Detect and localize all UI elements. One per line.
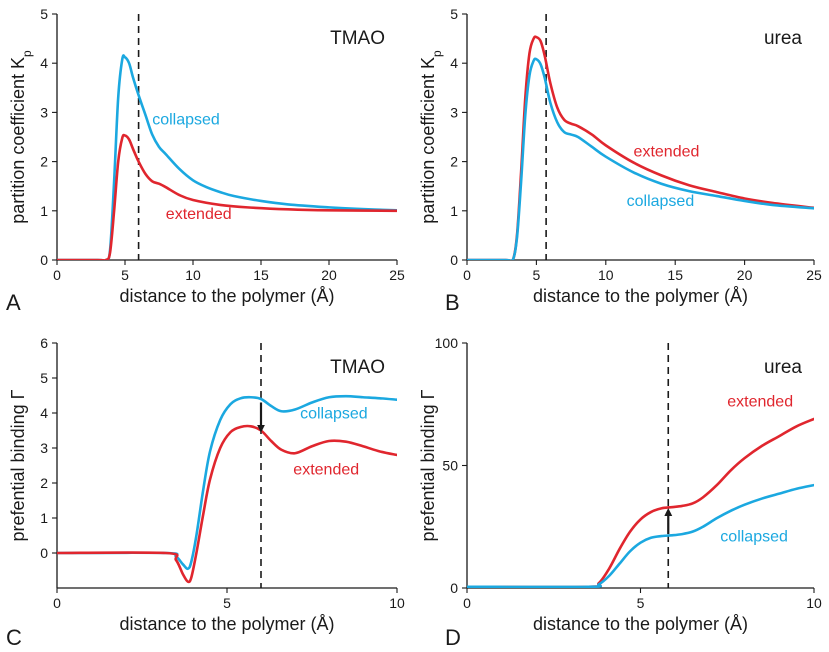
y-axis-title-main: partition coefficient K <box>8 57 28 224</box>
y-axis-title-main: partition coefficient K <box>418 57 438 224</box>
panel-letter: C <box>6 625 22 650</box>
y-tick-label: 0 <box>40 252 48 268</box>
x-tick-label: 5 <box>121 267 129 283</box>
y-tick-label: 1 <box>40 510 48 526</box>
x-tick-label: 5 <box>533 267 541 283</box>
y-tick-label: 0 <box>450 580 458 596</box>
x-tick-label: 10 <box>185 267 201 283</box>
panel-letter: B <box>445 290 460 315</box>
y-tick-label: 1 <box>450 203 458 219</box>
x-axis-title: distance to the polymer (Å) <box>533 614 748 634</box>
x-tick-label: 5 <box>223 595 231 611</box>
series-annotation-extended: extended <box>293 461 359 478</box>
y-axis-title: prefential binding Γ <box>418 389 438 541</box>
y-axis-title-subscript: p <box>20 50 34 57</box>
x-tick-label: 0 <box>53 595 61 611</box>
y-tick-label: 2 <box>40 475 48 491</box>
series-annotation-collapsed: collapsed <box>720 528 788 545</box>
panel-title: TMAO <box>330 28 385 49</box>
y-tick-label: 2 <box>40 154 48 170</box>
panel-c: 0 5 10 0 1 2 3 4 5 6 distance to the polymer (Å) pr… <box>6 335 405 650</box>
x-tick-label: 10 <box>598 267 614 283</box>
panel-letter: D <box>445 625 461 650</box>
series-line-collapsed <box>467 483 814 588</box>
x-tick-label: 25 <box>806 267 822 283</box>
x-axis-title: distance to the polymer (Å) <box>533 286 748 306</box>
series-line-collapsed <box>57 54 397 260</box>
series-annotation-extended: extended <box>166 206 232 223</box>
series-annotation-collapsed: collapsed <box>627 193 695 210</box>
y-tick-label: 100 <box>435 335 459 351</box>
x-axis-title: distance to the polymer (Å) <box>119 614 334 634</box>
x-tick-label: 5 <box>637 595 645 611</box>
x-tick-label: 15 <box>253 267 269 283</box>
x-tick-label: 15 <box>667 267 683 283</box>
x-tick-label: 0 <box>53 267 61 283</box>
x-tick-label: 10 <box>389 595 405 611</box>
y-tick-label: 50 <box>442 458 458 474</box>
y-tick-label: 5 <box>40 6 48 22</box>
series-annotation-collapsed: collapsed <box>300 405 368 422</box>
panel-letter: A <box>6 290 21 315</box>
x-tick-label: 25 <box>389 267 405 283</box>
series-line-collapsed <box>467 57 814 260</box>
y-tick-label: 3 <box>40 440 48 456</box>
y-tick-label: 0 <box>450 252 458 268</box>
y-tick-label: 4 <box>450 55 458 71</box>
y-axis-title-subscript: p <box>430 50 444 57</box>
panel-title: TMAO <box>330 357 385 378</box>
x-tick-label: 20 <box>321 267 337 283</box>
y-axis-title-main: prefential binding Γ <box>418 389 438 541</box>
y-axis-title: partition coefficient Kp <box>418 50 444 224</box>
series-line-extended <box>57 424 397 584</box>
y-tick-label: 3 <box>450 104 458 120</box>
y-tick-label: 4 <box>40 55 48 71</box>
series-line-extended <box>57 133 397 260</box>
series-line-extended <box>467 417 814 588</box>
panel-b: 0 5 10 15 20 25 0 1 2 3 4 5 distance to the polymer … <box>418 6 822 315</box>
series-annotation-extended: extended <box>634 144 700 161</box>
y-tick-label: 3 <box>40 104 48 120</box>
panel-title: urea <box>764 28 802 49</box>
y-axis-title-main: prefential binding Γ <box>8 389 28 541</box>
y-tick-label: 4 <box>40 405 48 421</box>
x-tick-label: 20 <box>737 267 753 283</box>
y-axis-title: prefential binding Γ <box>8 389 28 541</box>
x-tick-label: 0 <box>463 267 471 283</box>
x-axis-title: distance to the polymer (Å) <box>119 286 334 306</box>
series-annotation-extended: extended <box>727 394 793 411</box>
series-line-collapsed <box>57 394 397 571</box>
y-tick-label: 6 <box>40 335 48 351</box>
y-tick-label: 0 <box>40 545 48 561</box>
panel-title: urea <box>764 357 802 378</box>
series-annotation-collapsed: collapsed <box>152 112 220 129</box>
x-tick-label: 0 <box>463 595 471 611</box>
y-axis-title: partition coefficient Kp <box>8 50 34 224</box>
y-tick-label: 2 <box>450 154 458 170</box>
x-tick-label: 10 <box>806 595 822 611</box>
y-tick-label: 1 <box>40 203 48 219</box>
y-tick-label: 5 <box>40 370 48 386</box>
panel-a: 0 5 10 15 20 25 0 1 2 3 4 5 distance to the polymer … <box>6 6 405 315</box>
y-tick-label: 5 <box>450 6 458 22</box>
